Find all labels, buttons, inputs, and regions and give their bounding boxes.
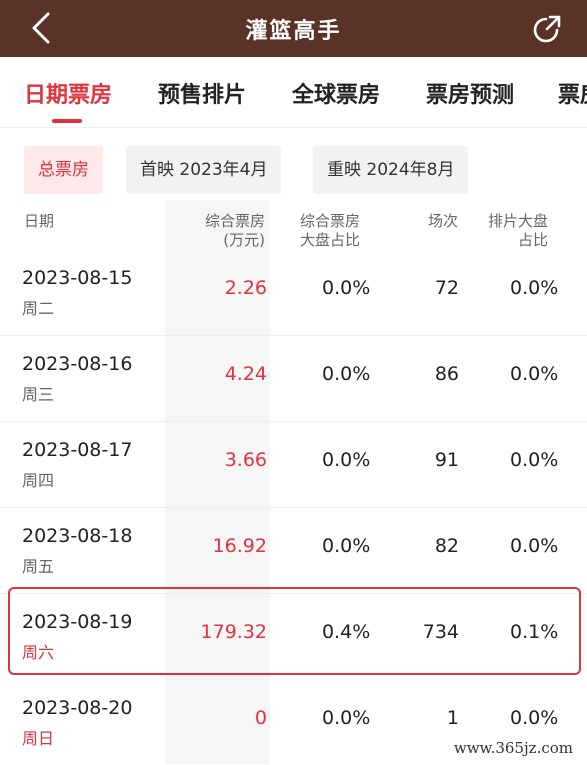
- row-shows: 82: [434, 535, 459, 557]
- table-row[interactable]: 2023-08-20 周日 0 0.0% 1 0.0%: [0, 679, 587, 765]
- header-schedule-share-line1: 排片大盘: [488, 212, 549, 230]
- row-date: 2023-08-16: [22, 353, 133, 375]
- row-weekday: 周六: [22, 643, 55, 662]
- table-row[interactable]: 2023-08-15 周二 2.26 0.0% 72 0.0%: [0, 249, 587, 336]
- row-box-office: 179.32: [200, 621, 267, 643]
- row-shows: 734: [422, 621, 459, 643]
- row-schedule-share: 0.0%: [510, 707, 559, 729]
- page-title: 灌篮高手: [245, 18, 342, 44]
- header-bo-share-line1: 综合票房: [300, 212, 361, 230]
- share-external-icon: [533, 15, 561, 43]
- row-schedule-share: 0.0%: [510, 449, 559, 471]
- row-box-office: 0: [254, 707, 267, 729]
- row-date: 2023-08-19: [22, 611, 133, 633]
- header-box-office-line1: 综合票房: [205, 212, 266, 230]
- row-bo-share: 0.0%: [322, 707, 371, 729]
- chevron-left-icon: [32, 12, 50, 44]
- row-bo-share: 0.0%: [322, 277, 371, 299]
- row-box-office: 4.24: [224, 363, 267, 385]
- header-date[interactable]: 日期: [24, 212, 55, 230]
- row-shows: 72: [434, 277, 459, 299]
- back-button[interactable]: [22, 8, 62, 48]
- row-box-office: 3.66: [224, 449, 267, 471]
- app-header: 灌篮高手: [0, 0, 587, 57]
- tab-more[interactable]: 票房: [558, 83, 587, 108]
- header-shows[interactable]: 场次: [428, 212, 459, 230]
- filter-premiere[interactable]: 首映 2023年4月: [126, 146, 282, 194]
- watermark: www.365jz.com: [449, 738, 577, 758]
- tab-daily-box-office[interactable]: 日期票房: [24, 83, 113, 108]
- row-schedule-share: 0.0%: [510, 363, 559, 385]
- row-shows: 86: [434, 363, 459, 385]
- box-office-column-bg: [165, 200, 270, 764]
- share-button[interactable]: [527, 9, 567, 49]
- row-box-office: 16.92: [212, 535, 267, 557]
- header-schedule-share[interactable]: 排片大盘 占比: [488, 212, 548, 250]
- row-date: 2023-08-20: [22, 697, 133, 719]
- active-tab-indicator: [52, 119, 82, 123]
- header-schedule-share-line2: 占比: [518, 231, 549, 249]
- row-weekday: 周三: [22, 385, 55, 404]
- header-bo-share-line2: 大盘占比: [300, 231, 361, 249]
- row-date: 2023-08-18: [22, 525, 133, 547]
- row-weekday: 周二: [22, 299, 55, 318]
- row-bo-share: 0.0%: [322, 449, 371, 471]
- tab-bar: 日期票房 预售排片 全球票房 票房预测 票房: [0, 57, 587, 128]
- row-weekday: 周四: [22, 471, 55, 490]
- row-bo-share: 0.0%: [322, 535, 371, 557]
- tab-global-box-office[interactable]: 全球票房: [292, 83, 381, 108]
- table-header: 日期 综合票房 (万元) 综合票房 大盘占比 场次 排片大盘 占比: [0, 200, 587, 260]
- table-row[interactable]: 2023-08-17 周四 3.66 0.0% 91 0.0%: [0, 421, 587, 508]
- table-row[interactable]: 2023-08-18 周五 16.92 0.0% 82 0.0%: [0, 507, 587, 594]
- row-schedule-share: 0.0%: [510, 277, 559, 299]
- row-box-office: 2.26: [224, 277, 267, 299]
- tab-box-office-forecast[interactable]: 票房预测: [426, 83, 515, 108]
- header-box-office-line2: (万元): [223, 231, 266, 249]
- filter-total-box-office[interactable]: 总票房: [24, 146, 103, 194]
- row-weekday: 周五: [22, 557, 55, 576]
- table-row[interactable]: 2023-08-19 周六 179.32 0.4% 734 0.1%: [0, 593, 587, 679]
- table-row[interactable]: 2023-08-16 周三 4.24 0.0% 86 0.0%: [0, 335, 587, 422]
- filter-chips: 总票房 首映 2023年4月 重映 2024年8月: [0, 128, 587, 198]
- header-box-office[interactable]: 综合票房 (万元): [205, 212, 265, 250]
- row-weekday: 周日: [22, 729, 55, 748]
- header-bo-share[interactable]: 综合票房 大盘占比: [300, 212, 360, 250]
- row-highlight-box: [8, 587, 581, 675]
- tab-presale-schedule[interactable]: 预售排片: [158, 83, 247, 108]
- filter-rerelease[interactable]: 重映 2024年8月: [313, 146, 469, 194]
- row-schedule-share: 0.1%: [510, 621, 559, 643]
- row-date: 2023-08-17: [22, 439, 133, 461]
- row-date: 2023-08-15: [22, 267, 133, 289]
- row-shows: 91: [434, 449, 459, 471]
- row-schedule-share: 0.0%: [510, 535, 559, 557]
- row-bo-share: 0.4%: [322, 621, 371, 643]
- row-shows: 1: [446, 707, 459, 729]
- row-bo-share: 0.0%: [322, 363, 371, 385]
